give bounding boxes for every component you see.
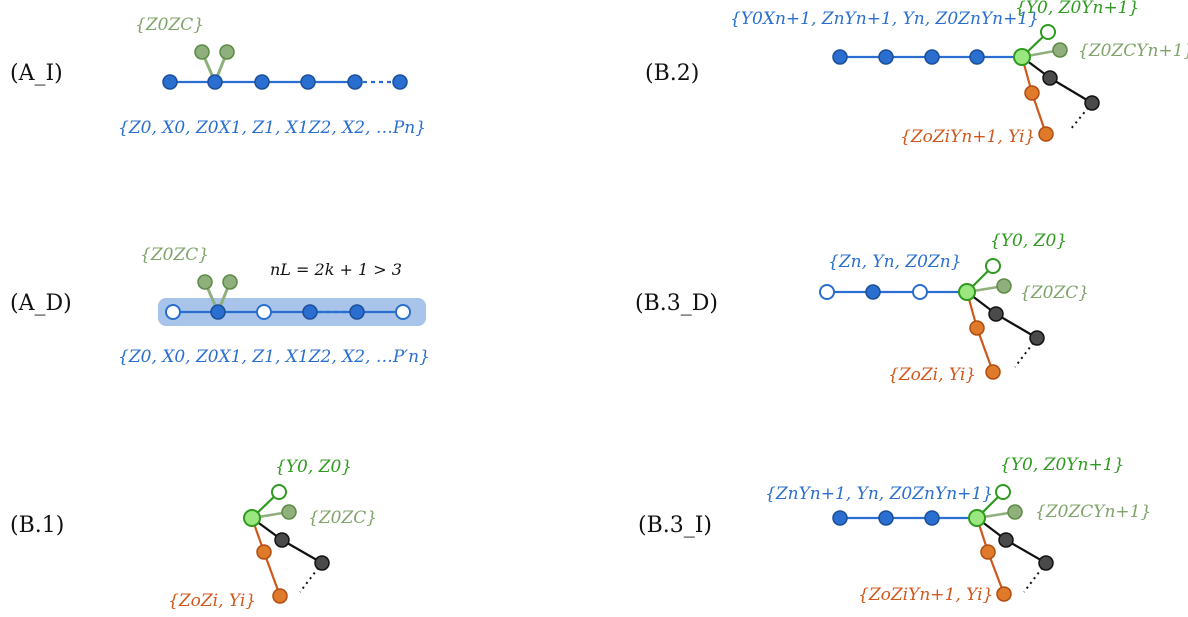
blue-node [302,304,318,320]
blue-set-b-3-i: {ZnYn+1, Yn, Z0ZnYn+1} [765,484,993,504]
orange-node [256,544,272,560]
blue-node [349,304,365,320]
black-node [988,306,1004,322]
top-set-a-d: {Z0ZC} [140,245,209,265]
sage-node [197,274,213,290]
black-node [1042,70,1058,86]
blue-node [878,510,894,526]
green-set-b-3-i: {Y0, Z0Yn+1} [1000,455,1124,475]
blue-set-b-2: {Y0Xn+1, ZnYn+1, Yn, Z0ZnYn+1} [730,9,1039,29]
blue-node [210,304,226,320]
blue-node [865,284,881,300]
sage-node [219,44,235,60]
blue-node [162,74,178,90]
orange-node [969,320,985,336]
panel-b-3-i: (B.3_I) {ZnYn+1, Yn, Z0ZnYn+1} {Y0, Z0Yn… [638,455,1151,605]
blue-node [300,74,316,90]
green-set-b-1: {Y0, Z0} [275,457,352,477]
orange-set-b-1: {ZoZi, Yi} [168,591,256,611]
panel-label-a-d: (A_D) [10,291,72,316]
blue-node [832,510,848,526]
sage-node [1052,42,1068,58]
green-node [1040,24,1056,40]
black-node [1084,95,1100,111]
orange-node [980,544,996,560]
bottom-set-a-i: {Z0, X0, Z0X1, Z1, X1Z2, X2, …Pn} [118,118,426,138]
hollow-node [819,284,835,300]
length-note-a-d: nL = 2k + 1 > 3 [270,260,402,279]
orange-node [996,586,1012,602]
panel-label-b-1: (B.1) [10,513,64,538]
black-node [1029,330,1045,346]
panel-label-a-i: (A_I) [10,61,63,86]
orange-set-b-3-d: {ZoZi, Yi} [888,365,976,385]
panel-b-2: (B.2) {Y0Xn+1, ZnYn+1, Yn, Z0ZnYn+1} {Y0… [645,0,1188,147]
panel-label-b-2: (B.2) [645,61,699,86]
green-node [271,484,287,500]
black-node [998,532,1014,548]
orange-node [1038,126,1054,142]
sage-set-b-3-d: {Z0ZC} [1020,283,1089,303]
sage-set-b-1: {Z0ZC} [308,508,377,528]
panel-a-i: (A_I) {Z0ZC} {Z0, X0, Z0X1, Z1, X1Z2, X2… [10,15,426,138]
hollow-node [165,304,181,320]
blue-node [969,49,985,65]
hollow-node [256,304,272,320]
orange-set-b-3-i: {ZoZiYn+1, Yi} [858,585,993,605]
sage-set-b-3-i: {Z0ZCYn+1} [1035,502,1151,522]
orange-set-b-2: {ZoZiYn+1, Yi} [900,127,1035,147]
sage-node [996,278,1012,294]
hub-node [958,283,976,301]
panel-label-b-3-i: (B.3_I) [638,513,712,538]
sage-node [1007,504,1023,520]
sage-node [222,274,238,290]
hub-node [1013,48,1031,66]
blue-node [347,74,363,90]
blue-node [878,49,894,65]
hollow-node [912,284,928,300]
panel-b-3-d: (B.3_D) {Zn, Yn, Z0Zn} {Y0, Z0} {Z0ZC} {… [635,231,1089,385]
blue-node [254,74,270,90]
blue-node [924,49,940,65]
green-node [985,258,1001,274]
panel-a-d: (A_D) {Z0ZC} nL = 2k + 1 > 3 {Z0, X0, Z0… [10,245,430,367]
orange-node [1024,85,1040,101]
black-node [274,532,290,548]
blue-node [832,49,848,65]
blue-set-b-3-d: {Zn, Yn, Z0Zn} [828,252,962,272]
bottom-set-a-d: {Z0, X0, Z0X1, Z1, X1Z2, X2, …P′n} [118,347,430,367]
hub-node [243,509,261,527]
blue-node [924,510,940,526]
orange-node [985,364,1001,380]
blue-node [207,74,223,90]
black-node [1038,555,1054,571]
green-node [995,484,1011,500]
green-set-b-3-d: {Y0, Z0} [990,231,1067,251]
blue-node [392,74,408,90]
sage-set-b-2: {Z0ZCYn+1} [1078,41,1188,61]
black-node [314,555,330,571]
panel-b-1: (B.1) {Y0, Z0} {Z0ZC} {ZoZi, Yi} [10,457,377,611]
hollow-node [395,304,411,320]
sage-node [281,504,297,520]
top-set-a-i: {Z0ZC} [135,15,204,35]
orange-node [272,588,288,604]
panel-label-b-3-d: (B.3_D) [635,291,718,316]
green-set-b-2: {Y0, Z0Yn+1} [1015,0,1139,18]
hub-node [968,509,986,527]
sage-node [194,44,210,60]
